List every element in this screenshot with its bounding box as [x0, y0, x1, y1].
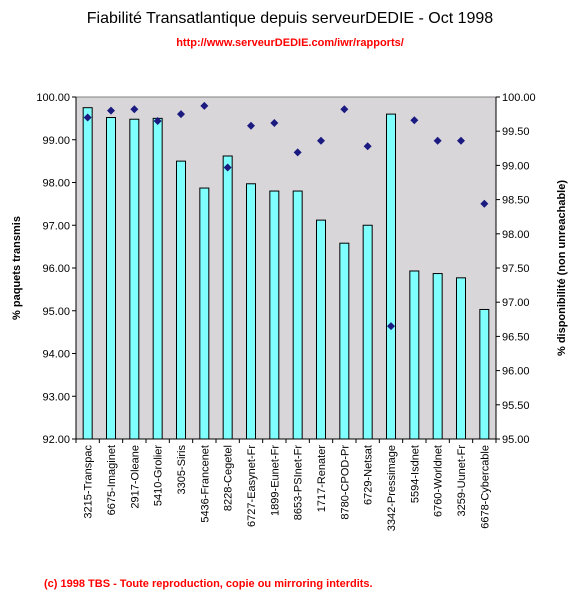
right-tick-label: 96.50: [502, 331, 530, 343]
x-tick-label: 5436-Francenet: [199, 445, 211, 523]
availability-marker: [387, 322, 395, 331]
bar: [176, 160, 186, 440]
x-tick-label: 1717-Renater: [316, 445, 328, 513]
x-tick-label: 8780-CPOD-Pr: [339, 445, 351, 520]
bar: [246, 183, 256, 440]
left-tick-label: 98.00: [42, 178, 70, 190]
availability-marker: [153, 116, 162, 125]
x-axis: 3215-Transpac 6675-Imaginet 2917-Oleane 541…: [75, 438, 497, 531]
right-tick-label: 99.50: [502, 126, 530, 138]
x-tick-label: 6760-Worldnet: [433, 445, 445, 517]
x-tick-label: 6678-Cybercable: [479, 445, 491, 529]
left-tick-label: 93.00: [42, 391, 70, 403]
bar: [222, 155, 233, 440]
availability-marker: [410, 116, 419, 125]
bar: [386, 113, 396, 440]
availability-marker: [130, 105, 139, 114]
right-axis: 95.00 95.50 96.00 96.50 97.00 97.50 98.00 98.50…: [495, 92, 536, 446]
right-tick-label: 97.00: [502, 297, 530, 309]
left-axis: 92.00 93.00 94.00 95.00 96.00 97.00 98.00 99.00…: [36, 92, 77, 446]
availability-marker: [363, 142, 372, 151]
x-tick-label: 5410-Grolier: [153, 445, 165, 506]
bar: [339, 242, 350, 440]
availability-marker: [200, 101, 209, 110]
chart-subtitle-link[interactable]: http://www.serveurDEDIE.com/iwr/rapports…: [176, 37, 404, 49]
left-tick-label: 100.00: [36, 92, 70, 104]
x-tick-label: 8228-Cegetel: [223, 445, 235, 511]
left-tick-label: 94.00: [42, 349, 70, 361]
right-tick-label: 99.00: [502, 160, 530, 172]
availability-marker: [457, 136, 465, 145]
x-tick-label: 3305-Siris: [176, 445, 188, 495]
right-tick-label: 96.00: [502, 366, 530, 378]
x-tick-label: 5594-Isdnet: [409, 445, 421, 503]
bar: [129, 118, 140, 440]
bar: [199, 187, 210, 440]
bar: [409, 270, 420, 440]
bar: [316, 219, 326, 440]
copyright-footer: (c) 1998 TBS - Toute reproduction, copie…: [44, 578, 373, 590]
availability-marker: [270, 118, 279, 127]
markers: [83, 101, 489, 331]
plot-area: [75, 96, 497, 440]
availability-marker: [83, 113, 92, 122]
bar: [152, 117, 163, 440]
availability-marker: [293, 148, 302, 157]
left-tick-label: 96.00: [42, 263, 70, 275]
bar: [362, 224, 373, 440]
availability-marker: [177, 110, 185, 119]
bar: [432, 273, 443, 440]
left-tick-label: 99.00: [42, 135, 70, 147]
bar: [106, 117, 116, 440]
availability-marker: [317, 136, 325, 145]
x-tick-label: 6675-Imaginet: [106, 445, 118, 515]
right-tick-label: 95.00: [502, 434, 530, 446]
bar: [269, 190, 280, 440]
availability-marker: [107, 106, 115, 115]
availability-marker: [433, 136, 442, 145]
right-tick-label: 100.00: [502, 92, 536, 104]
chart-title: Fiabilité Transatlantique depuis serveur…: [86, 10, 494, 27]
right-tick-label: 98.00: [502, 229, 530, 241]
right-tick-label: 95.50: [502, 400, 530, 412]
y-axis-title: % paquets transmis: [11, 216, 23, 320]
x-tick-label: 3259-Uunet-Fr: [456, 445, 468, 517]
y2-axis-title: % disponibilité (non unreachable): [556, 180, 568, 356]
x-tick-label: 6727-Easynet-Fr: [246, 445, 258, 527]
availability-marker: [247, 121, 255, 130]
x-tick-label: 3342-Pressimage: [386, 445, 398, 531]
bar: [456, 277, 466, 440]
x-tick-label: 8653-PSInet-Fr: [293, 445, 305, 521]
left-tick-label: 97.00: [42, 220, 70, 232]
right-tick-label: 97.50: [502, 263, 530, 275]
x-tick-label: 3215-Transpac: [83, 445, 95, 519]
left-tick-label: 92.00: [42, 434, 70, 446]
availability-marker: [340, 105, 349, 114]
x-tick-label: 2917-Oleane: [129, 445, 141, 509]
bar: [82, 107, 93, 440]
bar: [479, 308, 490, 440]
x-tick-label: 1899-Eunet-Fr: [269, 445, 281, 516]
availability-marker: [223, 163, 232, 172]
x-tick-label: 6729-Netsat: [363, 445, 375, 505]
bar: [292, 190, 303, 440]
availability-marker: [480, 199, 489, 208]
right-tick-label: 98.50: [502, 195, 530, 207]
left-tick-label: 95.00: [42, 306, 70, 318]
